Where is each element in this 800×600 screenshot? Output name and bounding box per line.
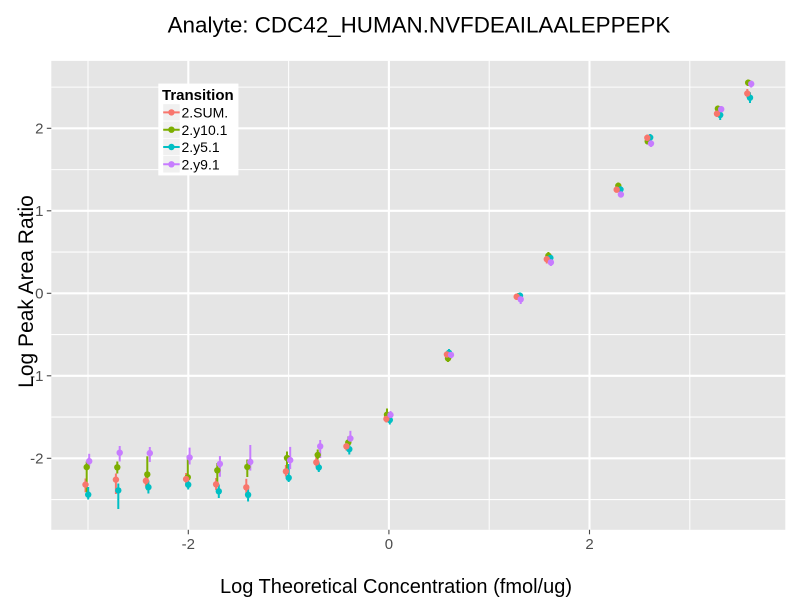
svg-text:2.y5.1: 2.y5.1	[182, 139, 220, 155]
svg-text:2.SUM.: 2.SUM.	[182, 105, 229, 121]
svg-text:2.y9.1: 2.y9.1	[182, 157, 220, 173]
svg-text:0: 0	[35, 286, 43, 303]
svg-text:2.y10.1: 2.y10.1	[182, 122, 228, 138]
svg-text:1: 1	[35, 203, 43, 220]
svg-text:Transition: Transition	[162, 87, 234, 104]
svg-text:Log Theoretical Concentration: Log Theoretical Concentration (fmol/ug)	[220, 576, 572, 598]
svg-text:-2: -2	[30, 451, 43, 468]
svg-text:Log Peak Area Ratio: Log Peak Area Ratio	[15, 195, 38, 388]
svg-text:-2: -2	[182, 536, 195, 553]
svg-text:2: 2	[585, 536, 593, 553]
svg-text:Analyte: CDC42_HUMAN.NVFDEAILA: Analyte: CDC42_HUMAN.NVFDEAILAALEPPEPK	[168, 12, 671, 37]
svg-text:-1: -1	[30, 368, 43, 385]
svg-text:0: 0	[385, 536, 393, 553]
svg-text:2: 2	[35, 121, 43, 138]
